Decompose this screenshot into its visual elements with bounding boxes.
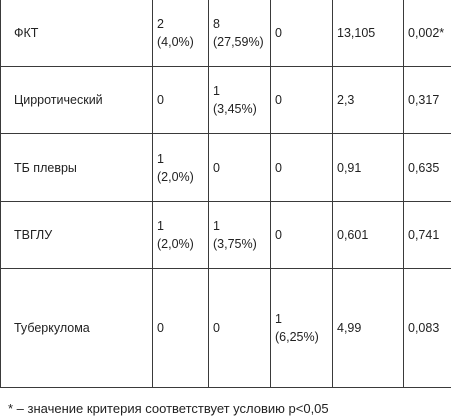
cell-percent: (3,75%) [213,235,266,253]
table-cell: 0 [209,134,271,202]
table-cell: 1 (2,0%) [153,202,209,269]
table-row: ФКТ 2 (4,0%) 8 (27,59%) 0 13,105 0,002* [1,0,451,67]
row-label: ТБ плевры [1,134,153,202]
cell-count: 0 [213,319,266,337]
cell-count: 2 [157,15,204,33]
table-cell: 0 [271,67,333,134]
table-cell: 1 (6,25%) [271,269,333,388]
table-cell: 0,635 [404,134,451,202]
table-cell: 1 (3,75%) [209,202,271,269]
row-label: ТВГЛУ [1,202,153,269]
table-cell: 4,99 [333,269,404,388]
cell-count: 0 [275,159,328,177]
table-cell: 0,002* [404,0,451,67]
table-cell: 0,91 [333,134,404,202]
table-cell: 0 [271,202,333,269]
cell-count: 1 [213,217,266,235]
table-cell: 8 (27,59%) [209,0,271,67]
table-cell: 0 [271,0,333,67]
table-cell: 2 (4,0%) [153,0,209,67]
data-table-container: ФКТ 2 (4,0%) 8 (27,59%) 0 13,105 0,002* … [0,0,451,388]
table-cell: 0 [153,269,209,388]
cell-count: 1 [213,82,266,100]
table-cell: 0,083 [404,269,451,388]
cell-percent: (27,59%) [213,33,266,51]
row-label: ФКТ [1,0,153,67]
cell-count: 0 [213,159,266,177]
table-cell: 0 [271,134,333,202]
cell-percent: (2,0%) [157,235,204,253]
cell-count: 1 [157,217,204,235]
table-row: Туберкулома 0 0 1 (6,25%) 4,99 0,083 [1,269,451,388]
cell-count: 0 [157,91,204,109]
cell-percent: (6,25%) [275,328,328,346]
cell-count: 1 [275,310,328,328]
cell-count: 0 [275,24,328,42]
cell-count: 0 [275,91,328,109]
table-row: ТБ плевры 1 (2,0%) 0 0 0,91 0,635 [1,134,451,202]
table-cell: 0,317 [404,67,451,134]
table-cell: 0 [209,269,271,388]
table-cell: 1 (3,45%) [209,67,271,134]
table-cell: 0 [153,67,209,134]
cell-count: 8 [213,15,266,33]
row-label: Цирротический [1,67,153,134]
row-label: Туберкулома [1,269,153,388]
table-cell: 1 (2,0%) [153,134,209,202]
cell-percent: (3,45%) [213,100,266,118]
table-cell: 2,3 [333,67,404,134]
table-footnote: * – значение критерия соответствует усло… [8,401,329,416]
table-cell: 0,741 [404,202,451,269]
table-row: ТВГЛУ 1 (2,0%) 1 (3,75%) 0 0,601 0,741 [1,202,451,269]
table-cell: 0,601 [333,202,404,269]
cell-percent: (4,0%) [157,33,204,51]
table-cell: 13,105 [333,0,404,67]
data-table: ФКТ 2 (4,0%) 8 (27,59%) 0 13,105 0,002* … [0,0,451,388]
cell-percent: (2,0%) [157,168,204,186]
cell-count: 1 [157,150,204,168]
cell-count: 0 [157,319,204,337]
table-row: Цирротический 0 1 (3,45%) 0 2,3 0,317 [1,67,451,134]
cell-count: 0 [275,226,328,244]
